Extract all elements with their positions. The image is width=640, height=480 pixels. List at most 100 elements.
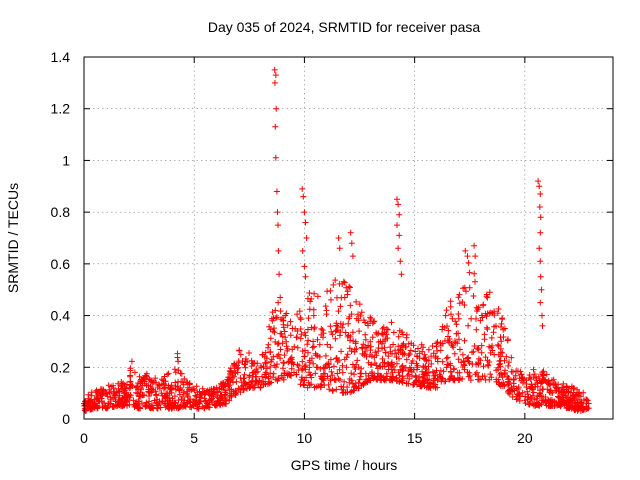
data-point [334,370,341,377]
data-point [176,387,183,394]
data-point [299,365,306,372]
x-tick-label: 0 [80,430,88,446]
data-point [339,390,346,396]
data-point [172,386,179,393]
data-point [132,384,139,391]
data-point [348,388,355,395]
data-point [385,353,392,360]
data-point [236,347,243,354]
data-point [305,337,312,344]
data-point [549,377,555,384]
data-point [299,377,306,384]
data-point [443,355,450,362]
data-point [314,364,321,371]
data-point [348,348,355,355]
data-point [283,338,290,345]
data-point [163,390,170,397]
data-point [498,324,504,330]
data-point [388,366,395,373]
data-point [317,373,324,380]
data-point [281,328,288,335]
data-point [319,327,326,333]
data-point [347,302,354,309]
data-point [447,360,454,367]
data-point [496,381,503,388]
data-point [146,376,153,383]
data-point [399,362,406,369]
data-point [288,365,295,372]
data-point [510,377,517,383]
data-point [537,229,544,236]
data-point [471,343,478,349]
data-point [297,316,304,323]
data-point [179,393,186,400]
data-point [487,309,494,316]
data-point [297,335,304,342]
data-point [517,393,523,400]
data-point [277,330,284,337]
data-point [472,371,479,378]
data-point [378,372,385,379]
data-point [338,348,345,355]
data-point [128,358,135,365]
data-point [160,380,167,387]
data-point [395,245,402,252]
data-point [529,392,536,399]
tick-labels: 0 5 10 15 20 0 0.2 0.4 0.6 0.8 1 1.2 1.4 [51,49,533,446]
data-point [260,363,267,370]
data-point [499,316,506,323]
data-point [503,353,510,360]
data-point [396,355,402,362]
data-point [305,315,312,322]
data-point [294,311,301,318]
data-point [501,325,508,332]
data-point [448,372,455,379]
data-point [282,334,289,341]
data-point [459,351,466,358]
data-point [99,404,106,411]
data-point [313,352,320,359]
data-point [444,361,451,368]
data-point [535,373,542,380]
data-point [343,284,350,291]
data-point [100,388,107,395]
data-point [434,339,441,346]
data-point [333,355,340,361]
data-point [379,345,385,352]
data-point [99,391,106,398]
data-point [518,371,525,378]
data-point [182,403,189,410]
data-point [352,338,359,345]
data-point [295,367,302,373]
data-point [539,312,545,319]
data-point [263,365,270,372]
data-point [441,324,448,331]
y-tick-label: 0.8 [51,204,71,220]
data-point [515,386,522,392]
data-point [454,369,461,376]
data-point [323,311,330,318]
data-point [463,288,469,295]
data-point [395,333,402,340]
data-point [120,390,127,397]
data-point [481,331,488,338]
data-point [461,337,468,344]
data-point [387,348,394,355]
data-point [226,367,233,374]
data-point [308,324,315,331]
data-point [127,365,134,372]
data-point [442,312,449,319]
data-point [107,388,114,395]
data-point [371,360,378,367]
data-point [448,341,455,347]
data-point [294,344,301,351]
data-point [347,333,354,340]
data-point [272,72,279,79]
data-point [104,393,111,400]
data-point [439,358,446,365]
data-point [98,395,105,402]
data-point [115,380,122,387]
data-point [466,372,473,379]
data-point [484,294,491,301]
data-point [317,384,324,391]
